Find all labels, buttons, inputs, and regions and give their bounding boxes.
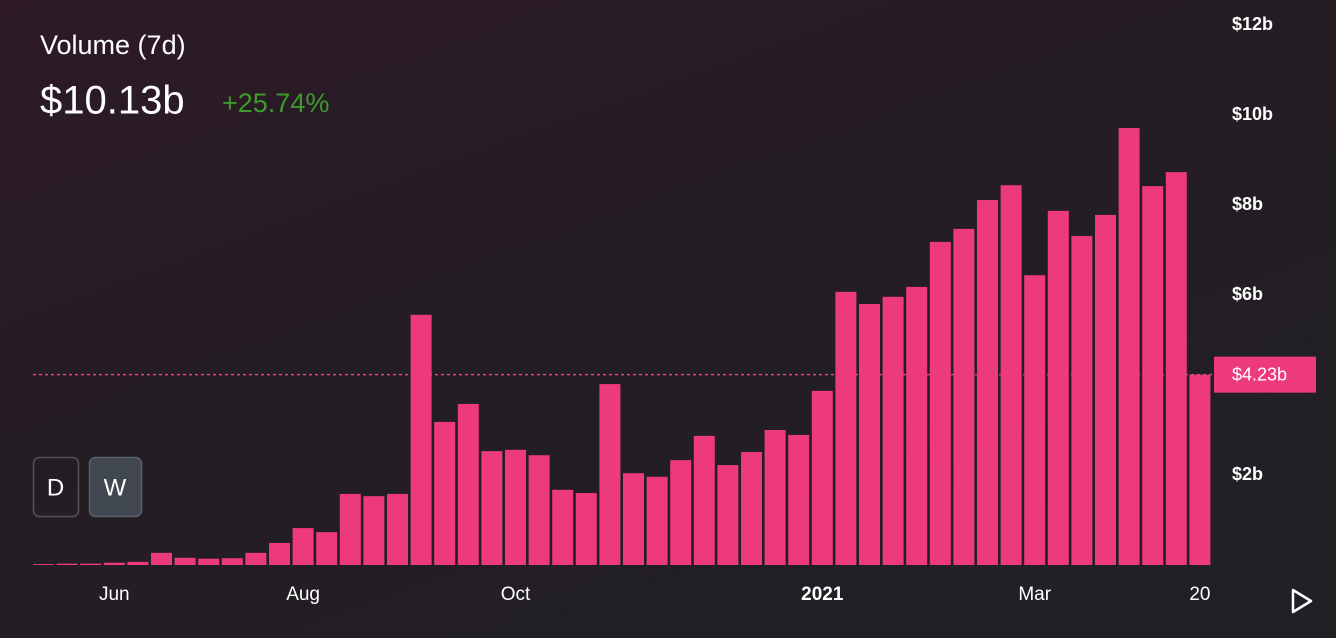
bar xyxy=(1095,214,1116,565)
bar xyxy=(151,552,172,565)
current-value-label: $4.23b xyxy=(1232,364,1287,384)
bar xyxy=(1024,275,1046,565)
bar xyxy=(859,304,880,565)
bar xyxy=(693,435,715,565)
current-value-badge xyxy=(1214,356,1316,393)
bar xyxy=(717,465,739,565)
bar xyxy=(316,532,338,565)
bar xyxy=(623,473,644,565)
x-tick-label: Aug xyxy=(286,584,320,605)
x-tick-label: Jun xyxy=(99,584,130,605)
bar xyxy=(505,449,526,565)
bar xyxy=(528,455,550,565)
bar xyxy=(127,561,149,565)
change-percent: +25.74% xyxy=(222,88,329,118)
bar xyxy=(646,476,668,565)
headline-value: $10.13b xyxy=(40,79,185,123)
bar xyxy=(269,542,290,565)
interval-button-label[interactable]: D xyxy=(47,474,64,501)
bar xyxy=(1047,210,1069,565)
bar xyxy=(882,296,904,565)
bar xyxy=(33,564,54,565)
bar xyxy=(174,557,196,565)
bar xyxy=(387,493,408,565)
bar xyxy=(575,493,597,565)
x-tick-label: Mar xyxy=(1018,584,1051,605)
bar xyxy=(221,558,243,565)
bar xyxy=(741,452,762,565)
bar xyxy=(481,451,503,565)
bar xyxy=(1165,172,1187,565)
bar xyxy=(977,200,998,566)
bar xyxy=(764,430,786,565)
bar xyxy=(1071,236,1093,566)
bar xyxy=(457,403,479,565)
bar xyxy=(103,562,125,565)
y-tick-label: $10b xyxy=(1232,104,1273,124)
bar xyxy=(1189,374,1211,565)
interval-button[interactable] xyxy=(32,456,80,518)
bar xyxy=(56,563,78,565)
y-tick-label: $8b xyxy=(1232,194,1263,214)
bar xyxy=(835,291,857,565)
bar xyxy=(198,558,220,565)
bar xyxy=(599,384,621,565)
bar xyxy=(410,314,432,565)
bar xyxy=(670,460,692,565)
bar xyxy=(339,493,361,565)
bar xyxy=(788,434,810,565)
interval-button[interactable] xyxy=(88,456,143,518)
play-button[interactable] xyxy=(1291,588,1313,614)
bar xyxy=(434,421,456,565)
interval-button-label[interactable]: W xyxy=(104,474,127,501)
bar xyxy=(906,286,928,565)
bar xyxy=(953,228,975,565)
bar xyxy=(552,489,574,565)
bar xyxy=(292,528,314,565)
bar xyxy=(929,241,951,565)
bar xyxy=(245,552,267,565)
x-tick-label: Oct xyxy=(501,584,531,605)
bar xyxy=(811,390,833,565)
bar xyxy=(1142,186,1164,565)
y-tick-label: $12b xyxy=(1232,14,1273,34)
x-tick-label: 20 xyxy=(1189,584,1210,605)
chart-title: Volume (7d) xyxy=(40,30,186,60)
bar xyxy=(363,496,385,565)
bar xyxy=(1118,128,1140,566)
y-tick-label: $2b xyxy=(1232,464,1263,484)
bar xyxy=(80,563,102,565)
y-tick-label: $6b xyxy=(1232,284,1263,304)
x-tick-label: 2021 xyxy=(801,584,844,605)
